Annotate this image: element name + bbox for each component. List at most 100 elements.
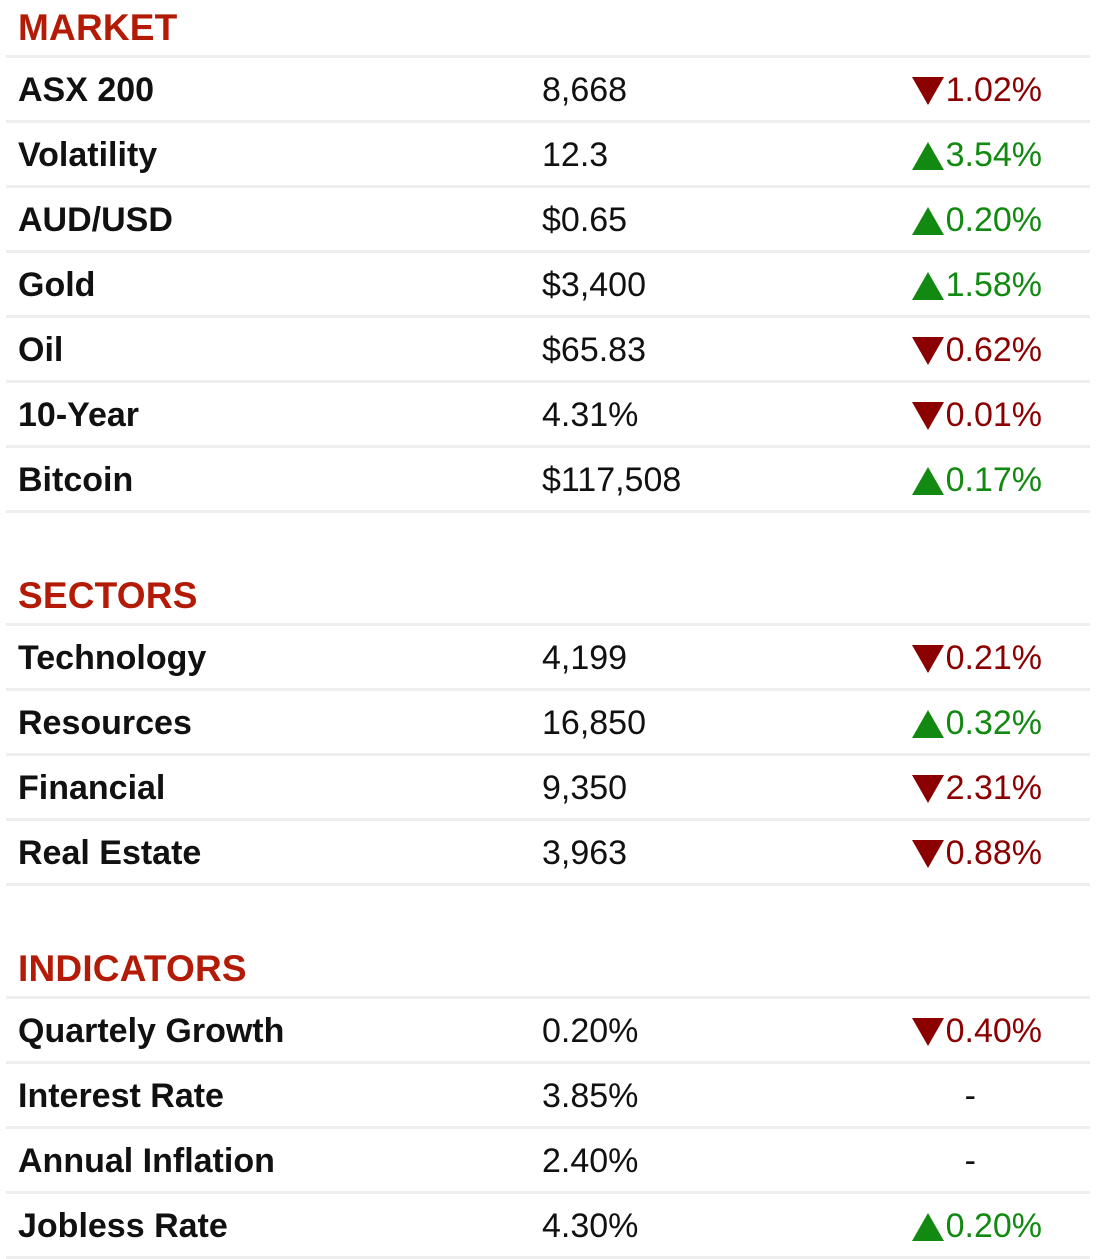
up-triangle-icon <box>911 271 944 300</box>
change-value: - <box>964 1077 976 1115</box>
change-value: 1.02% <box>945 71 1042 109</box>
table-row: Jobless Rate 4.30% 0.20% <box>6 1194 1090 1259</box>
section-sectors: SECTORS Technology 4,199 0.21% Resources… <box>6 568 1090 886</box>
up-triangle-icon <box>911 1212 944 1241</box>
row-name: AUD/USD <box>18 201 173 239</box>
section-title: MARKET <box>18 7 178 48</box>
row-change: 0.32% <box>911 691 1042 756</box>
change-value: 0.17% <box>945 461 1042 499</box>
row-name: Jobless Rate <box>18 1207 228 1245</box>
row-name: Real Estate <box>18 834 202 872</box>
table-row: Resources 16,850 0.32% <box>6 691 1090 756</box>
row-value: 8,668 <box>542 71 628 109</box>
row-name: Bitcoin <box>18 461 134 499</box>
row-value: 4.31% <box>542 396 639 434</box>
section-header: INDICATORS <box>6 941 1090 999</box>
row-change: 2.31% <box>911 756 1042 821</box>
table-row: Financial 9,350 2.31% <box>6 756 1090 821</box>
row-value: $117,508 <box>542 461 682 499</box>
row-change: 0.62% <box>911 318 1042 383</box>
up-triangle-icon <box>911 466 944 495</box>
change-value: 0.62% <box>945 331 1042 369</box>
section-indicators: INDICATORS Quartely Growth 0.20% 0.40% I… <box>6 941 1090 1259</box>
row-change: 1.02% <box>911 58 1042 123</box>
row-change: - <box>965 1064 976 1129</box>
section-header: MARKET <box>6 0 1090 58</box>
row-name: Financial <box>18 769 166 807</box>
table-row: Annual Inflation 2.40% - <box>6 1129 1090 1194</box>
section-title: SECTORS <box>18 575 198 616</box>
row-value: 3,963 <box>542 834 628 872</box>
change-value: 0.40% <box>945 1012 1042 1050</box>
row-name: Technology <box>18 639 207 677</box>
row-change: 0.17% <box>911 448 1042 513</box>
up-triangle-icon <box>911 141 944 170</box>
up-triangle-icon <box>911 709 944 738</box>
row-value: 9,350 <box>542 769 628 807</box>
change-value: 0.21% <box>945 639 1042 677</box>
row-change: 0.88% <box>911 821 1042 886</box>
table-row: Gold $3,400 1.58% <box>6 253 1090 318</box>
down-triangle-icon <box>911 76 944 105</box>
row-value: 12.3 <box>542 136 609 174</box>
change-value: 2.31% <box>945 769 1042 807</box>
section-header: SECTORS <box>6 568 1090 626</box>
row-change: 0.20% <box>911 1194 1042 1259</box>
table-row: Oil $65.83 0.62% <box>6 318 1090 383</box>
change-value: 0.20% <box>945 1207 1042 1245</box>
row-change: 0.40% <box>911 999 1042 1064</box>
row-value: $65.83 <box>542 331 646 369</box>
change-value: 0.20% <box>945 201 1042 239</box>
row-name: Gold <box>18 266 96 304</box>
row-name: Resources <box>18 704 192 742</box>
row-value: 16,850 <box>542 704 646 742</box>
row-change: 0.20% <box>911 188 1042 253</box>
table-row: 10-Year 4.31% 0.01% <box>6 383 1090 448</box>
row-value: 0.20% <box>542 1012 639 1050</box>
row-value: $3,400 <box>542 266 646 304</box>
row-name: Volatility <box>18 136 158 174</box>
change-value: 0.88% <box>945 834 1042 872</box>
row-value: 4.30% <box>542 1207 639 1245</box>
down-triangle-icon <box>911 839 944 868</box>
table-row: Interest Rate 3.85% - <box>6 1064 1090 1129</box>
change-value: - <box>964 1142 976 1180</box>
table-row: Volatility 12.3 3.54% <box>6 123 1090 188</box>
row-change: - <box>965 1129 976 1194</box>
row-value: 2.40% <box>542 1142 639 1180</box>
table-row: Quartely Growth 0.20% 0.40% <box>6 999 1090 1064</box>
row-name: ASX 200 <box>18 71 155 109</box>
section-spacer <box>6 513 1090 568</box>
table-row: ASX 200 8,668 1.02% <box>6 58 1090 123</box>
row-name: 10-Year <box>18 396 139 434</box>
row-value: 4,199 <box>542 639 628 677</box>
down-triangle-icon <box>911 401 944 430</box>
down-triangle-icon <box>911 644 944 673</box>
table-row: Real Estate 3,963 0.88% <box>6 821 1090 886</box>
table-row: AUD/USD $0.65 0.20% <box>6 188 1090 253</box>
up-triangle-icon <box>911 206 944 235</box>
table-row: Bitcoin $117,508 0.17% <box>6 448 1090 513</box>
change-value: 0.01% <box>945 396 1042 434</box>
section-title: INDICATORS <box>18 948 247 989</box>
row-change: 0.01% <box>911 383 1042 448</box>
row-name: Interest Rate <box>18 1077 224 1115</box>
row-change: 0.21% <box>911 626 1042 691</box>
change-value: 0.32% <box>945 704 1042 742</box>
change-value: 3.54% <box>945 136 1042 174</box>
down-triangle-icon <box>911 1017 944 1046</box>
row-name: Annual Inflation <box>18 1142 275 1180</box>
table-row: Technology 4,199 0.21% <box>6 626 1090 691</box>
row-value: 3.85% <box>542 1077 639 1115</box>
down-triangle-icon <box>911 774 944 803</box>
row-value: $0.65 <box>542 201 628 239</box>
row-name: Oil <box>18 331 64 369</box>
down-triangle-icon <box>911 336 944 365</box>
change-value: 1.58% <box>945 266 1042 304</box>
section-spacer <box>6 886 1090 941</box>
row-change: 3.54% <box>911 123 1042 188</box>
section-market: MARKET ASX 200 8,668 1.02% Volatility 12… <box>6 0 1090 513</box>
row-change: 1.58% <box>911 253 1042 318</box>
row-name: Quartely Growth <box>18 1012 285 1050</box>
